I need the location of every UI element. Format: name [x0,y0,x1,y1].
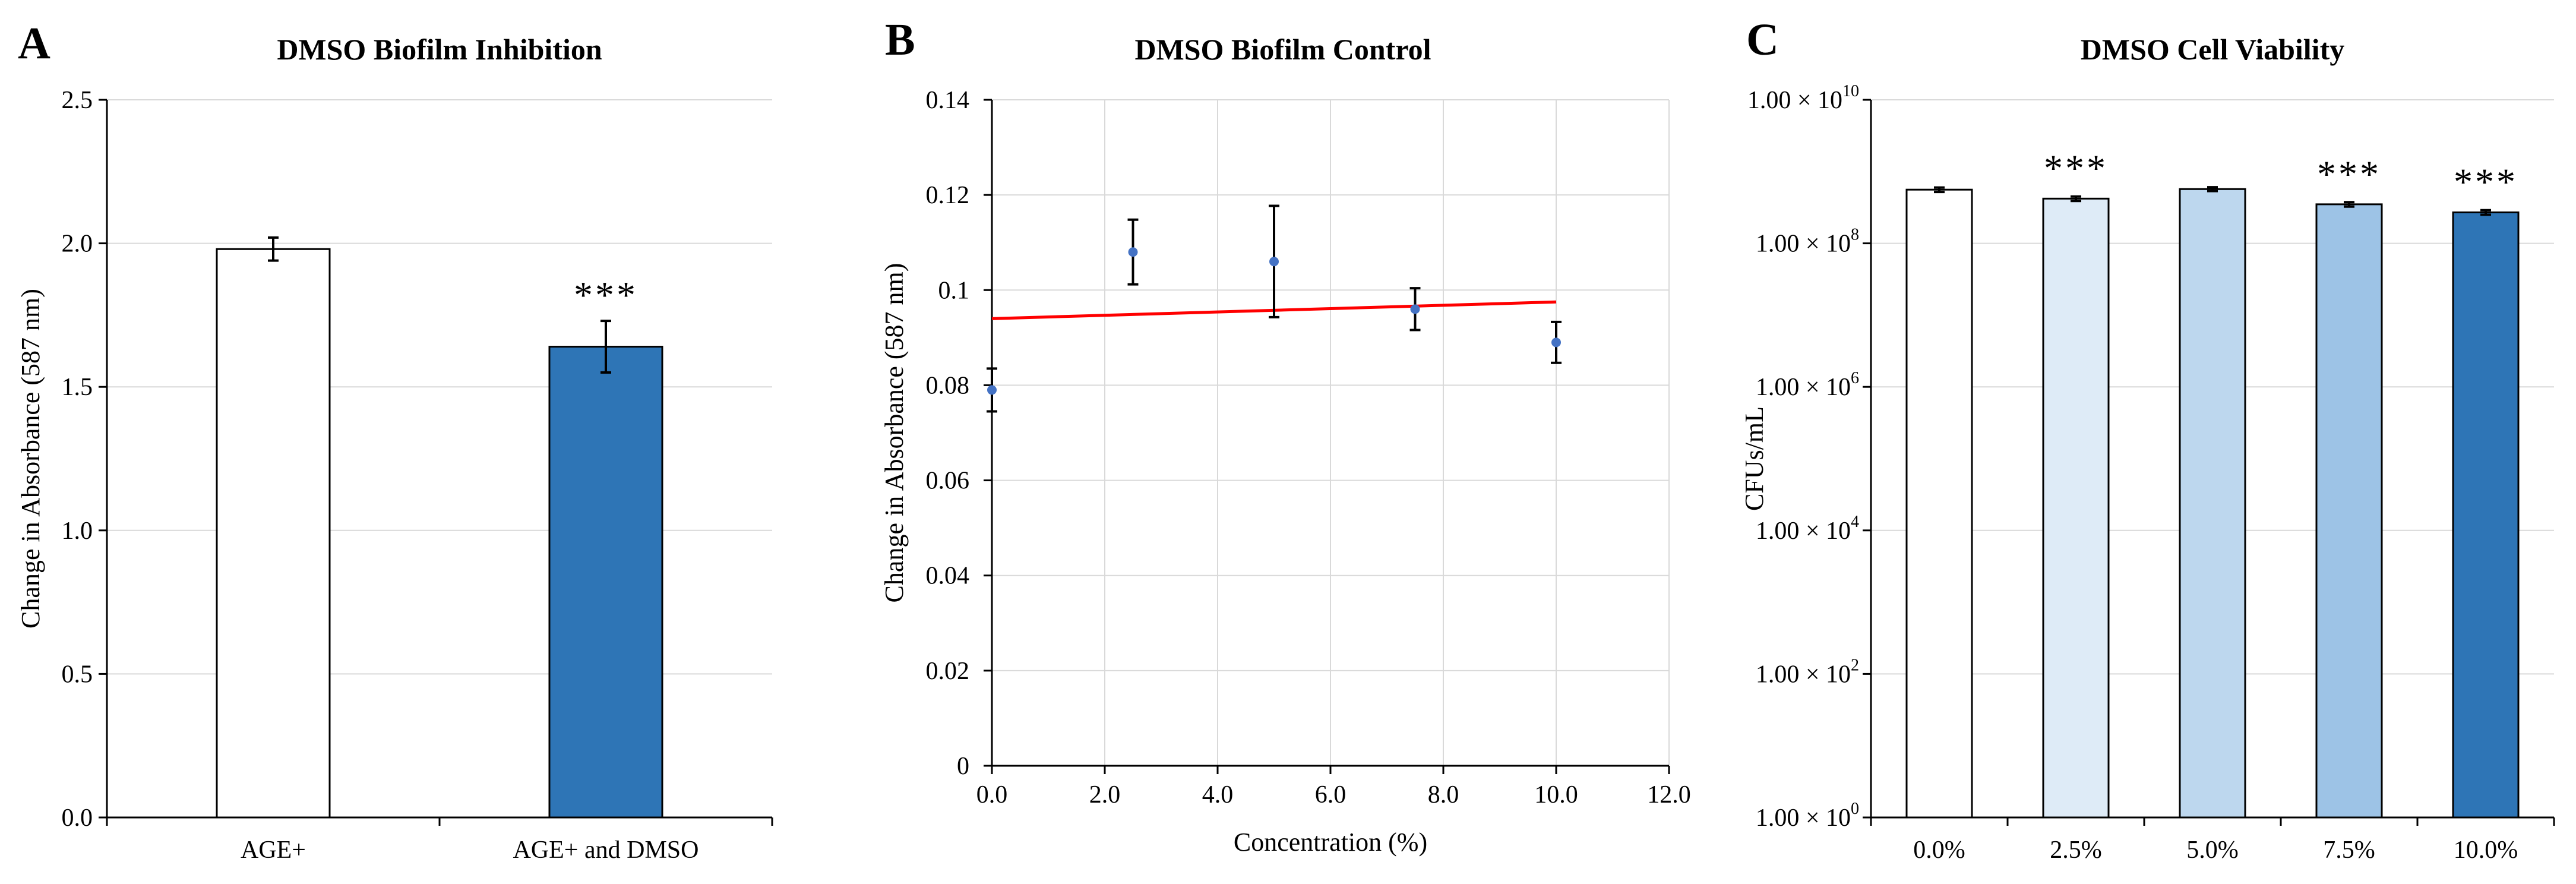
y-tick-label: 0.12 [926,182,970,209]
x-axis-label: Concentration (%) [1234,828,1427,857]
x-tick-label: 5.0% [2186,836,2239,864]
y-tick-label: 0.14 [926,87,970,114]
y-tick-label: 0.08 [926,372,970,399]
bar [2179,188,2246,819]
bar [216,248,331,819]
y-tick-label: 0.1 [938,277,970,304]
y-axis-label: Change in Absorbance (587 nm) [16,289,45,629]
x-tick-label: 12.0 [1647,781,1691,809]
y-tick-label: 0 [957,753,969,780]
bar [2452,211,2520,819]
x-tick-label: 8.0 [1428,781,1459,809]
x-tick-label: 0.0 [976,781,1008,809]
panel-b: B DMSO Biofilm Control 0 0.02 0.04 0.06 0.08 0.… [880,15,1691,857]
x-tick-label: 2.5% [2050,836,2102,864]
data-point [987,385,997,395]
significance-label: *** [2044,147,2108,190]
data-point [1551,337,1561,348]
y-tick-label: 1.00 × 108 [1756,226,1859,258]
x-tick-label: 0.0% [1913,836,1965,864]
y-tick-label: 0.04 [926,563,970,590]
y-tick-label: 1.00 × 104 [1756,513,1859,545]
y-tick-label: 0.5 [62,661,93,688]
panel-a: A DMSO Biofilm Inhibition 0.0 0.5 1.0 1.5 2.0 2… [16,18,773,864]
chart-title: DMSO Biofilm Inhibition [277,33,602,66]
data-point [1410,304,1420,314]
y-tick-label: 2.5 [62,87,93,114]
chart-title: DMSO Biofilm Control [1134,33,1431,66]
data-point [1269,257,1279,267]
panel-c: C DMSO Cell Viability 1.00 × 100 1.00 × 102… [1740,15,2555,864]
y-tick-label: 0.02 [926,658,970,685]
significance-label: *** [2317,153,2381,195]
x-tick-label: 6.0 [1315,781,1347,809]
bar [2042,197,2110,819]
y-axis-label: Change in Absorbance (587 nm) [880,263,909,603]
x-tick-label: 7.5% [2323,836,2375,864]
y-tick-label: 1.0 [62,517,93,545]
y-tick-label: 1.5 [62,374,93,401]
bar [548,346,663,819]
x-tick-label: 2.0 [1089,781,1121,809]
y-tick-label: 1.00 × 102 [1756,656,1859,688]
y-tick-label: 1.00 × 106 [1756,369,1859,401]
significance-label: *** [2454,161,2518,203]
data-point [1128,247,1138,257]
x-tick-label: 10.0 [1534,781,1578,809]
x-tick-label: 10.0% [2454,836,2518,864]
x-tick-label: 4.0 [1202,781,1234,809]
panel-letter: B [885,15,915,65]
x-tick-label: AGE+ and DMSO [513,836,698,864]
y-tick-label: 0.06 [926,468,970,495]
significance-label: *** [574,274,638,316]
x-tick-label: AGE+ [241,836,306,864]
y-tick-label: 1.00 × 100 [1756,800,1859,832]
panel-letter: C [1746,15,1779,65]
y-axis-label: CFUs/mL [1740,406,1769,511]
y-tick-label: 2.0 [62,231,93,258]
bar [2315,203,2383,819]
panel-letter: A [18,18,50,68]
y-tick-label: 0.0 [62,804,93,832]
bar [1905,188,1973,819]
chart-title: DMSO Cell Viability [2081,33,2344,66]
y-tick-label: 1.00 × 1010 [1747,82,1859,114]
